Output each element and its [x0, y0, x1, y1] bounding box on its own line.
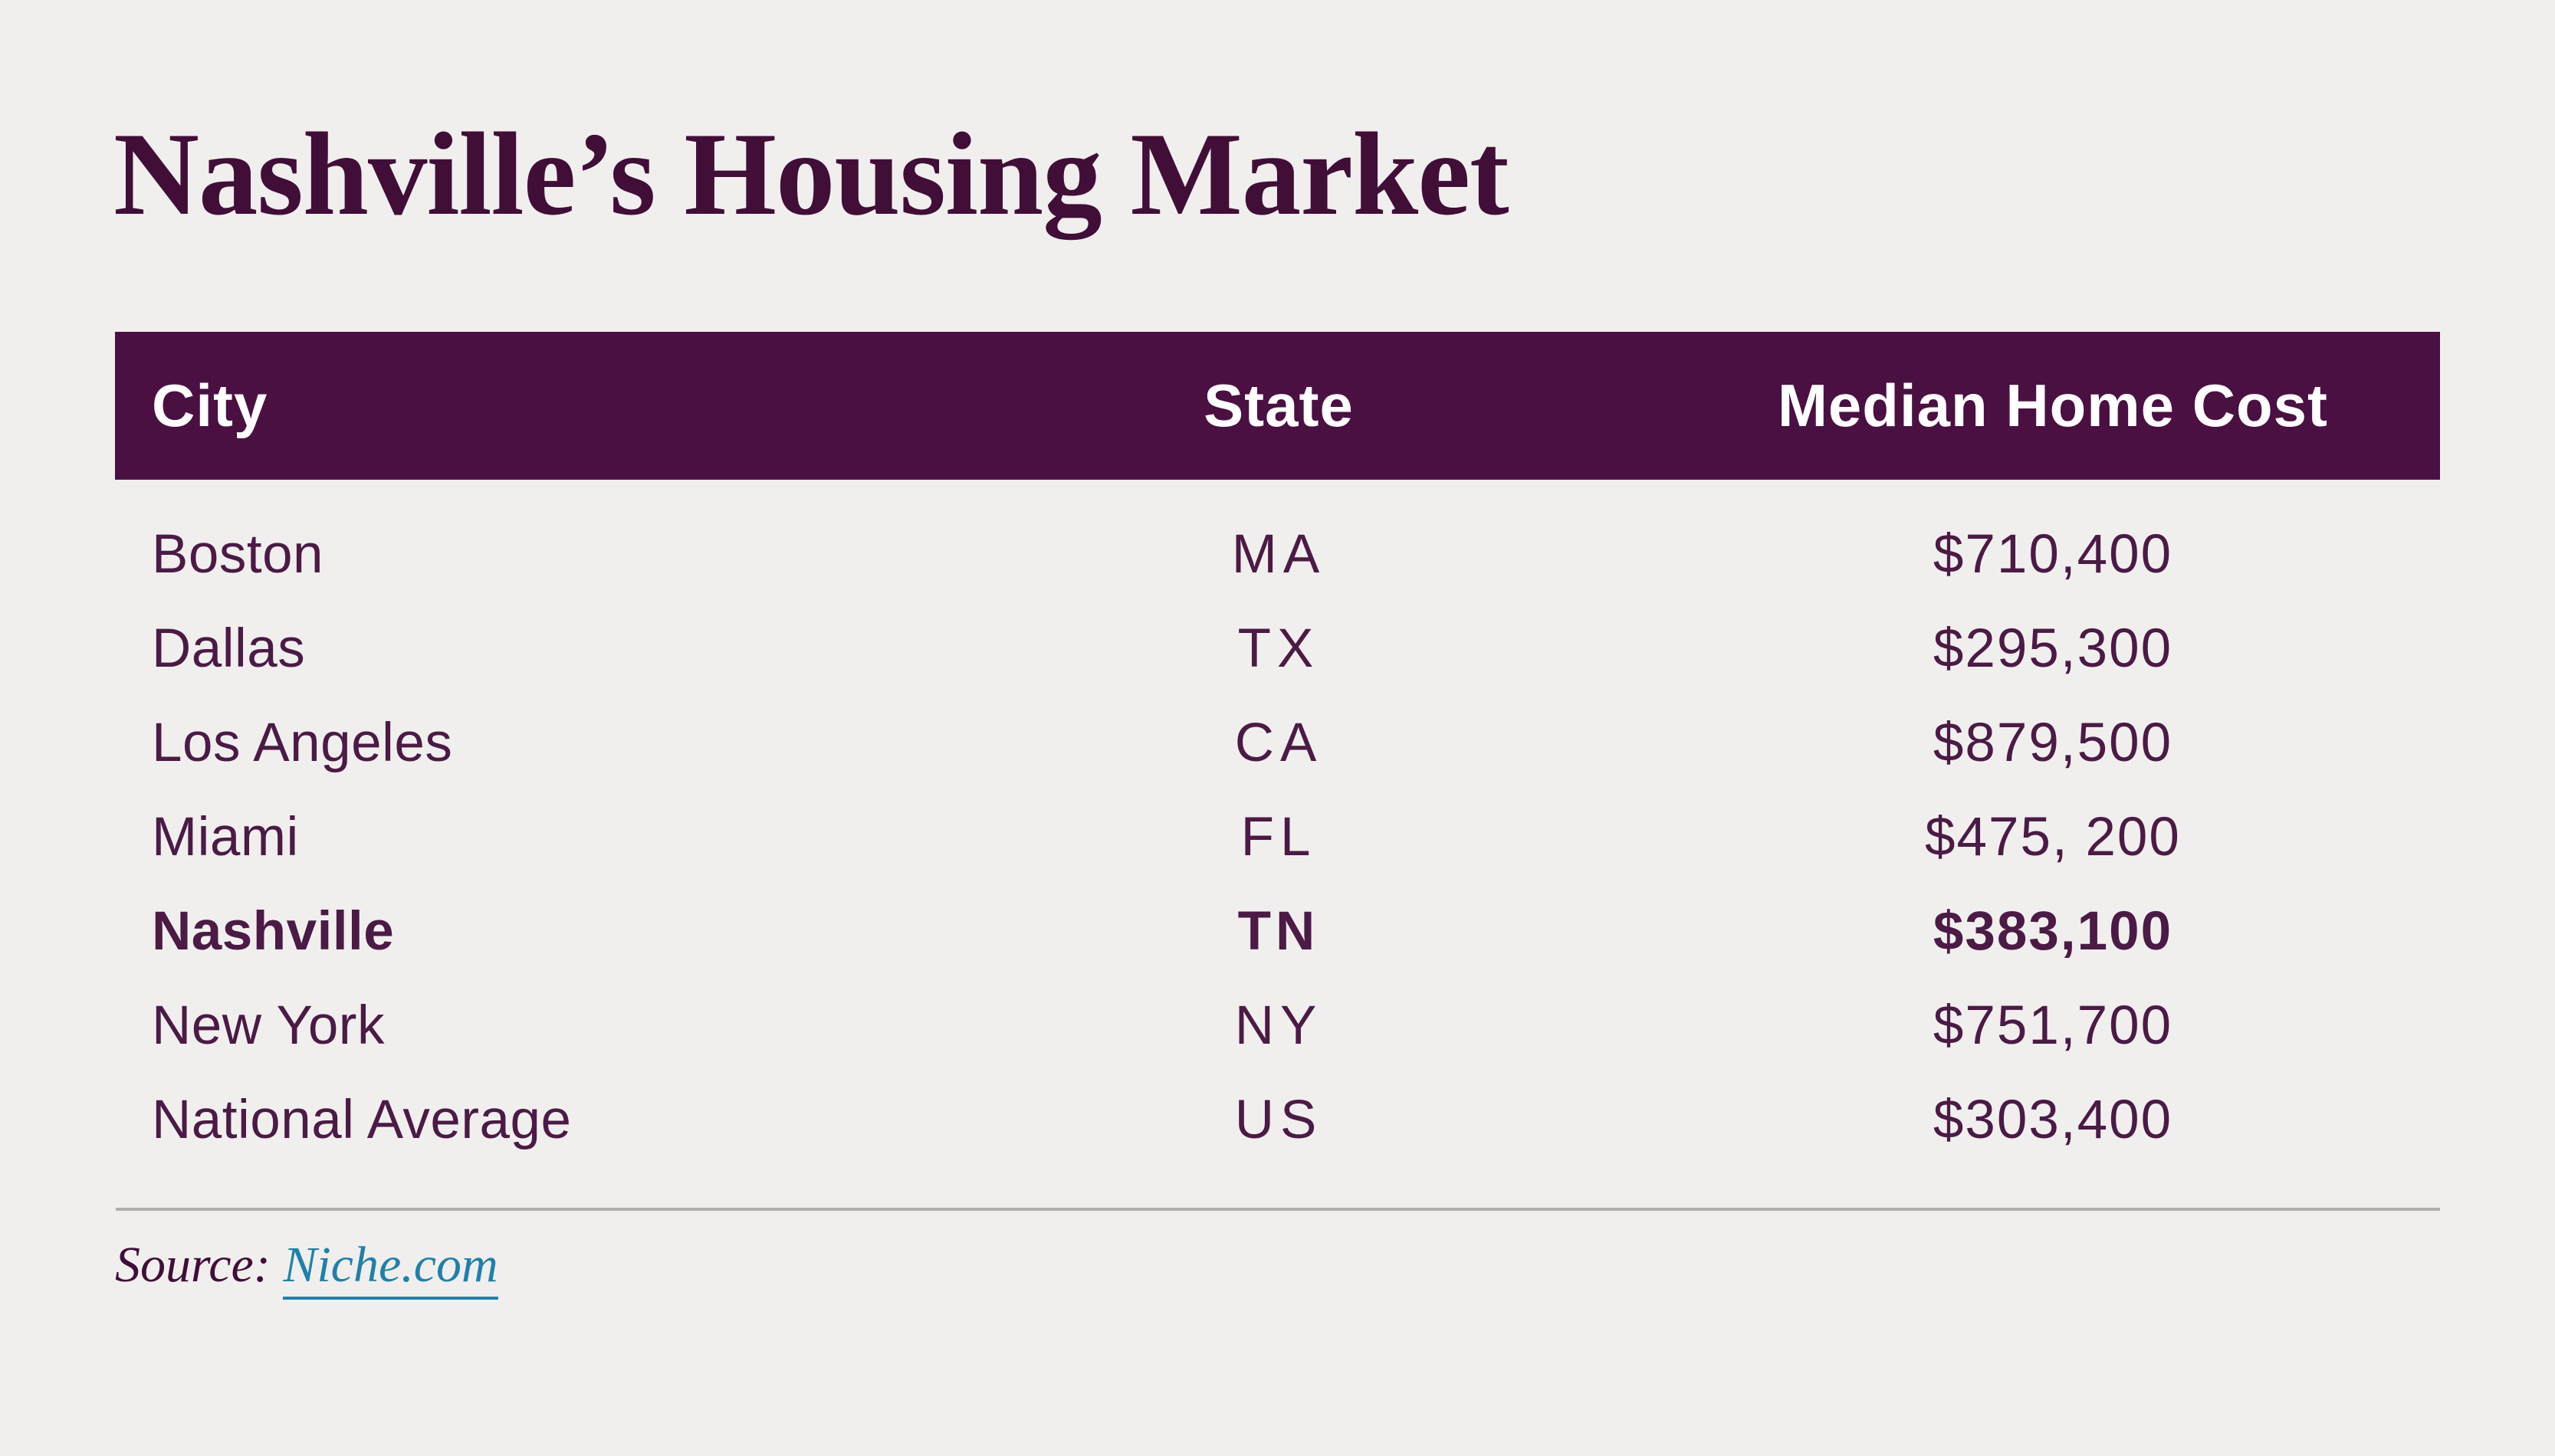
table-row-dallas: Dallas TX $295,300: [115, 602, 2440, 696]
cell-cost: $295,300: [1933, 618, 2173, 679]
header-state: State: [1204, 372, 1354, 439]
housing-table: City State Median Home Cost Boston MA $7…: [115, 332, 2440, 1167]
cell-cost: $879,500: [1933, 713, 2173, 773]
table-body: Boston MA $710,400 Dallas TX $295,300 Lo…: [115, 480, 2440, 1167]
cell-state: FL: [1240, 807, 1317, 867]
footer-divider: [116, 1208, 2440, 1211]
cell-cost: $303,400: [1933, 1090, 2173, 1150]
cell-cost: $751,700: [1933, 995, 2173, 1056]
cell-state: CA: [1234, 713, 1323, 773]
source-label: Source:: [115, 1237, 271, 1293]
cell-state: US: [1234, 1090, 1323, 1150]
cell-city: Nashville: [152, 901, 395, 962]
table-row-nashville: Nashville TN $383,100: [115, 884, 2440, 979]
table-row-new-york: New York NY $751,700: [115, 979, 2440, 1073]
cell-city: Miami: [152, 807, 299, 867]
header-city: City: [152, 372, 268, 439]
cell-city: Boston: [152, 524, 324, 585]
table-row-miami: Miami FL $475, 200: [115, 790, 2440, 884]
header-median-home-cost: Median Home Cost: [1777, 372, 2329, 439]
page-title: Nashville’s Housing Market: [113, 108, 1509, 240]
source-link[interactable]: Niche.com: [283, 1237, 498, 1300]
cell-state: NY: [1234, 995, 1323, 1056]
table-row-los-angeles: Los Angeles CA $879,500: [115, 696, 2440, 790]
cell-city: Dallas: [152, 618, 306, 679]
source-line: Source: Niche.com: [115, 1237, 498, 1300]
cell-city: National Average: [152, 1090, 572, 1150]
cell-city: New York: [152, 995, 385, 1056]
table-row-boston: Boston MA $710,400: [115, 507, 2440, 602]
table-row-national-average: National Average US $303,400: [115, 1073, 2440, 1167]
cell-cost: $475, 200: [1925, 807, 2181, 867]
cell-state: TN: [1237, 901, 1320, 962]
cell-state: TX: [1237, 618, 1320, 679]
cell-cost: $710,400: [1933, 524, 2173, 585]
cell-city: Los Angeles: [152, 713, 453, 773]
cell-cost: $383,100: [1933, 901, 2173, 962]
cell-state: MA: [1231, 524, 1326, 585]
table-header-row: City State Median Home Cost: [115, 332, 2440, 480]
